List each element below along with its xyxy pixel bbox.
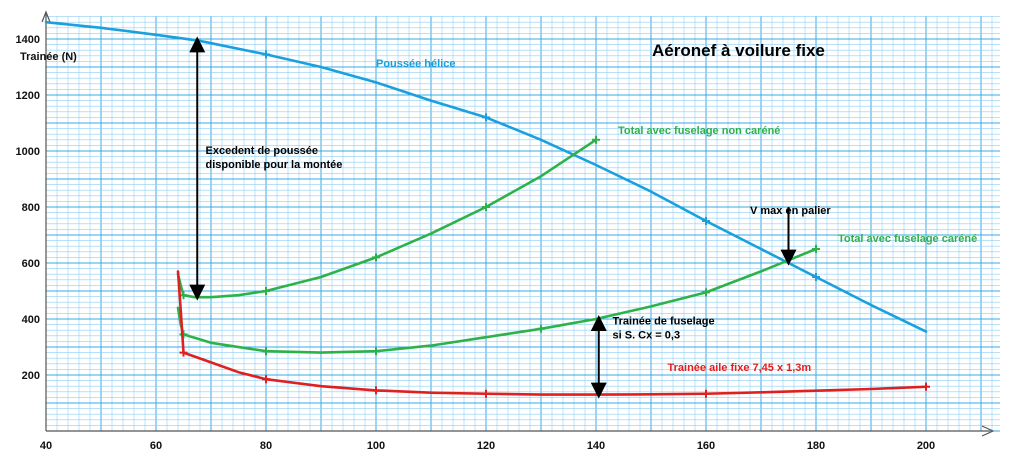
y-tick-label: 600 xyxy=(22,258,40,270)
y-tick-label: 800 xyxy=(22,202,40,214)
x-tick-label: 160 xyxy=(697,440,715,452)
y-axis-arrow xyxy=(41,10,51,23)
series-line xyxy=(176,270,928,396)
x-tick-label: 60 xyxy=(150,440,162,452)
series-marker xyxy=(372,386,380,395)
series-marker xyxy=(262,287,270,295)
x-tick-label: 40 xyxy=(40,440,52,452)
series-label: Total avec fuselage non caréné xyxy=(618,125,780,137)
x-tick-label: 120 xyxy=(477,440,495,452)
y-tick-label: 1400 xyxy=(16,34,40,46)
y-tick-label: 400 xyxy=(22,314,40,326)
series-marker xyxy=(179,348,188,357)
series-marker xyxy=(372,347,380,356)
series-layer xyxy=(44,20,930,398)
series-marker xyxy=(372,253,380,262)
series-marker xyxy=(262,50,270,59)
chart-title: Aéronef à voilure fixe xyxy=(652,41,825,60)
grid xyxy=(45,16,1000,432)
y-tick-label: 1200 xyxy=(16,90,40,102)
annotation-arrows xyxy=(189,36,797,399)
x-tick-label: 200 xyxy=(917,440,935,452)
series-marker xyxy=(262,347,270,356)
series-marker xyxy=(482,113,490,122)
y-axis-label: Trainée (N) xyxy=(20,51,77,63)
x-tick-label: 140 xyxy=(587,440,605,452)
series-marker xyxy=(482,203,490,211)
x-tick-label: 100 xyxy=(367,440,385,452)
series-label: Poussée hélice xyxy=(376,58,456,70)
series-marker xyxy=(482,389,490,398)
annotation-text: Trainée de fuselage xyxy=(613,316,715,328)
series-marker xyxy=(262,375,270,384)
annotation-text: si S. Cx = 0,3 xyxy=(613,330,681,342)
series-marker xyxy=(702,217,710,225)
series-marker xyxy=(592,135,600,144)
series-marker xyxy=(702,288,710,297)
series-marker xyxy=(702,389,710,398)
y-tick-label: 1000 xyxy=(16,146,40,158)
x-axis-arrow xyxy=(981,425,995,437)
series-label: Total avec fuselage caréné xyxy=(838,233,977,245)
series-marker xyxy=(922,382,930,391)
annotation-text: Excedent de poussée xyxy=(206,145,319,157)
text-layer: Aéronef à voilure fixe Trainée (N) Pouss… xyxy=(20,41,977,374)
series-marker xyxy=(812,245,820,253)
series-marker xyxy=(537,324,545,333)
axes: 40 60 80 100 120 140 160 180 200 200 400 600 800 1000… xyxy=(16,10,995,452)
series-label: Trainée aile fixe 7,45 x 1,3m xyxy=(668,362,812,374)
annotation-text: disponible pour la montée xyxy=(206,159,343,171)
series-line xyxy=(176,247,818,354)
x-tick-label: 80 xyxy=(260,440,272,452)
x-tick-label: 180 xyxy=(807,440,825,452)
series-marker xyxy=(812,273,820,281)
annotation-text: V max en palier xyxy=(750,205,831,217)
y-tick-label: 200 xyxy=(22,370,40,382)
